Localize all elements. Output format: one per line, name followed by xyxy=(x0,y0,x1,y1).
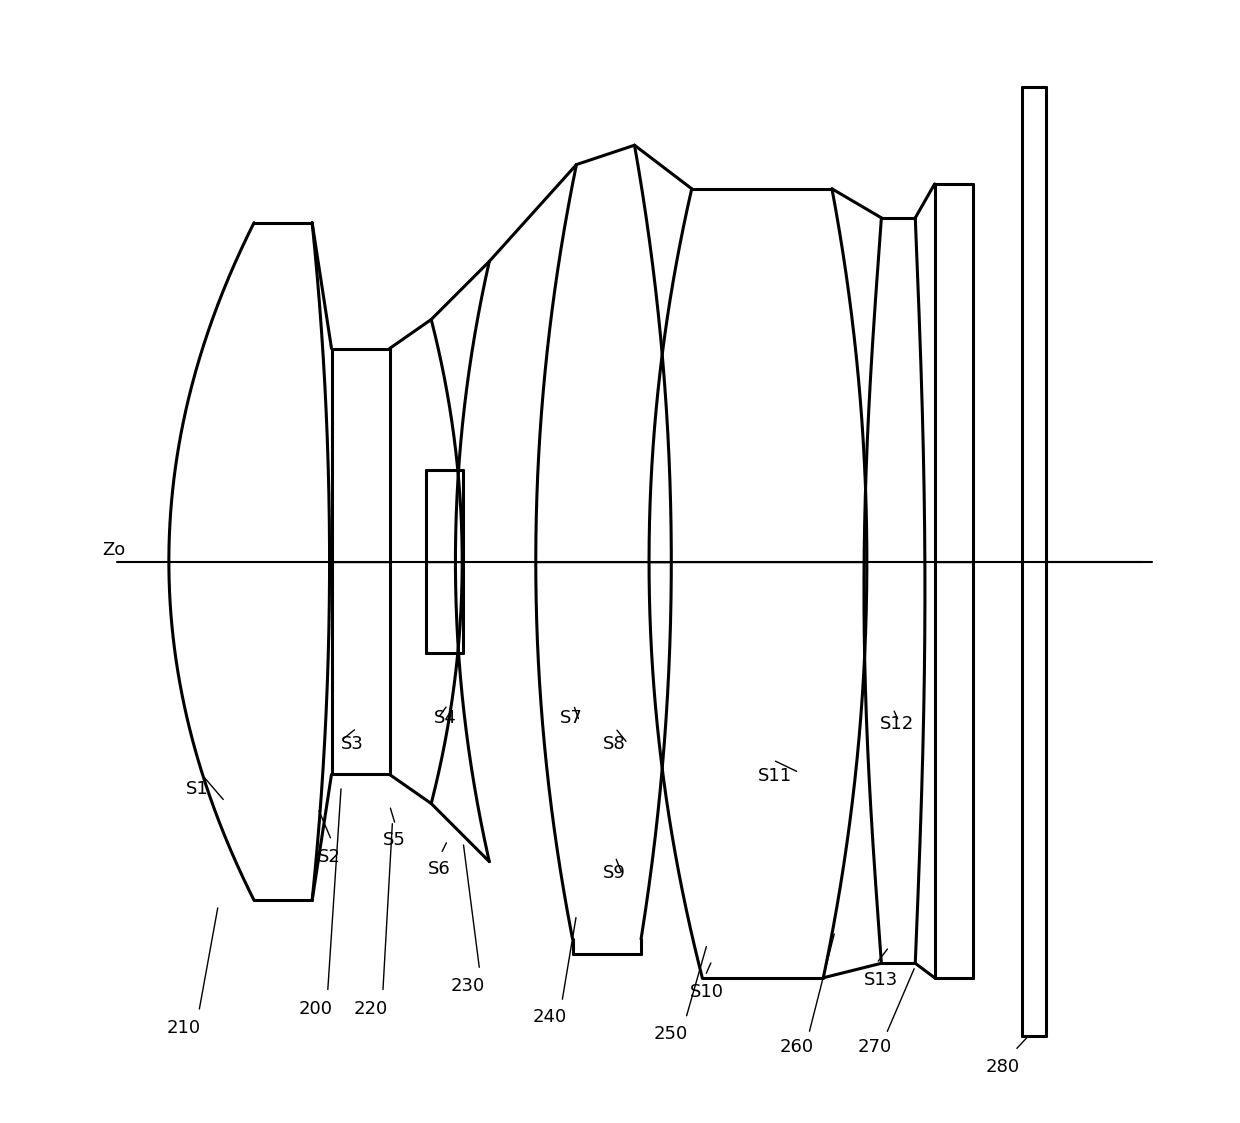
Text: S13: S13 xyxy=(864,970,898,988)
Text: 270: 270 xyxy=(857,1039,892,1057)
Text: S6: S6 xyxy=(428,860,451,878)
Text: S12: S12 xyxy=(879,715,914,733)
Text: 210: 210 xyxy=(167,1020,201,1038)
Text: Zo: Zo xyxy=(102,541,125,559)
Text: 240: 240 xyxy=(533,1007,567,1025)
Text: S8: S8 xyxy=(603,734,625,752)
Text: S10: S10 xyxy=(689,984,724,1002)
Text: 230: 230 xyxy=(450,977,485,995)
Text: 260: 260 xyxy=(780,1039,813,1057)
Text: 280: 280 xyxy=(986,1058,1021,1076)
Text: 200: 200 xyxy=(299,999,332,1017)
Text: S9: S9 xyxy=(603,865,625,883)
Text: S2: S2 xyxy=(317,848,341,866)
Text: 220: 220 xyxy=(353,999,388,1017)
Text: S4: S4 xyxy=(434,710,458,728)
Text: 250: 250 xyxy=(653,1025,688,1043)
Text: S3: S3 xyxy=(341,734,365,752)
Text: S1: S1 xyxy=(186,780,210,798)
Text: S11: S11 xyxy=(758,767,791,785)
Text: S7: S7 xyxy=(560,710,583,728)
Text: S5: S5 xyxy=(383,831,405,849)
